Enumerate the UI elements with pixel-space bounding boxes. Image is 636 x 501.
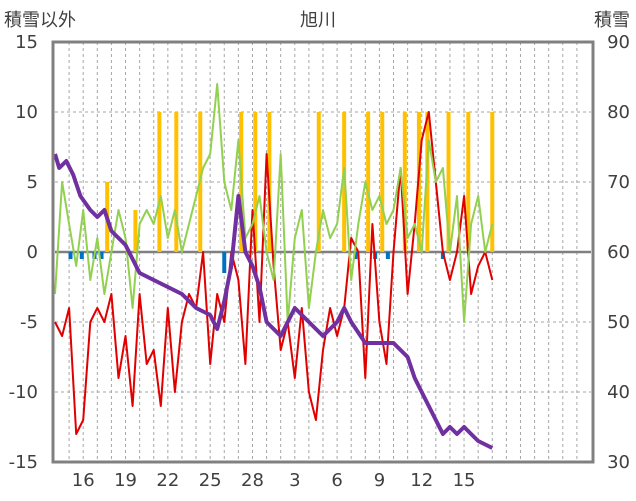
bar	[402, 112, 407, 252]
right-tick-label: 30	[607, 452, 630, 473]
bar	[466, 112, 471, 252]
bar	[385, 252, 390, 259]
bar	[425, 112, 430, 252]
bar	[353, 252, 358, 259]
bar	[490, 112, 495, 252]
right-tick-label: 40	[607, 382, 630, 403]
bar	[133, 210, 138, 252]
bar	[99, 252, 104, 259]
x-tick-label: 16	[72, 470, 95, 491]
left-axis-label: 積雪以外	[4, 10, 76, 31]
x-tick-label: 25	[199, 470, 222, 491]
bar	[222, 252, 227, 273]
x-tick-label: 15	[453, 470, 476, 491]
bar	[446, 112, 451, 252]
series-line	[54, 83, 494, 323]
left-tick-label: -5	[20, 312, 38, 333]
right-tick-label: 70	[607, 172, 630, 193]
bar	[174, 112, 179, 252]
bar	[68, 252, 73, 259]
left-tick-label: -15	[9, 452, 38, 473]
series-line	[53, 153, 494, 450]
left-tick-label: 5	[27, 172, 38, 193]
x-tick-label: 19	[114, 470, 137, 491]
x-tick-label: 22	[156, 470, 179, 491]
bar	[316, 112, 321, 252]
bar	[253, 112, 258, 252]
left-tick-label: 10	[15, 102, 38, 123]
x-tick-label: 12	[410, 470, 433, 491]
right-tick-label: 90	[607, 32, 630, 53]
bar	[366, 112, 371, 252]
bar	[79, 252, 84, 259]
plot-frame	[51, 40, 595, 464]
x-tick-label: 28	[241, 470, 264, 491]
left-tick-label: -10	[9, 382, 38, 403]
bar	[267, 112, 272, 252]
bar	[380, 112, 385, 252]
right-tick-label: 60	[607, 242, 630, 263]
x-tick-label: 6	[331, 470, 342, 491]
tick-labels: -15 -10 -5 0 5 10 15 30 40 50 60 70 80 90 16 19 22 25 28 3 6…	[9, 32, 630, 491]
left-tick-label: 0	[27, 242, 38, 263]
line-series	[53, 83, 494, 450]
right-tick-label: 80	[607, 102, 630, 123]
right-tick-label: 50	[607, 312, 630, 333]
x-tick-label: 9	[374, 470, 385, 491]
chart-title: 旭川	[300, 10, 336, 31]
right-axis-label: 積雪	[594, 10, 630, 31]
left-tick-label: 15	[15, 32, 38, 53]
x-tick-label: 3	[289, 470, 300, 491]
bar	[157, 112, 162, 252]
